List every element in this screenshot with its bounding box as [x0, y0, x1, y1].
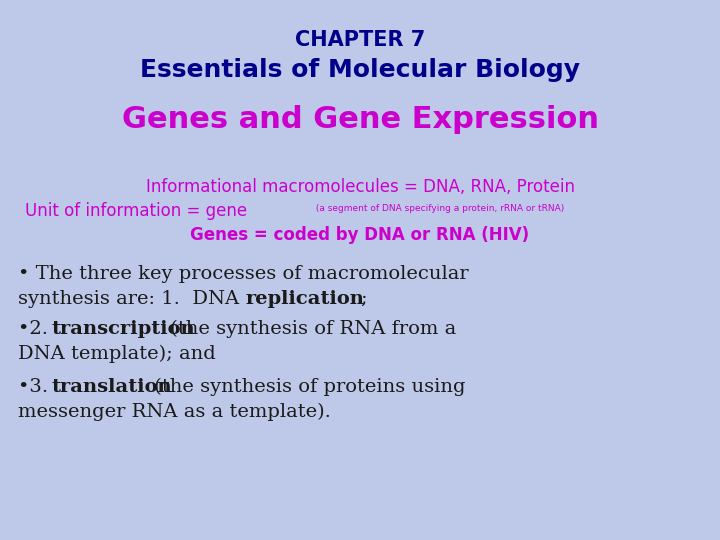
Text: CHAPTER 7: CHAPTER 7	[295, 30, 425, 50]
Text: • The three key processes of macromolecular: • The three key processes of macromolecu…	[18, 265, 469, 283]
Text: •2.: •2.	[18, 320, 54, 338]
Text: (the synthesis of proteins using: (the synthesis of proteins using	[148, 378, 466, 396]
Text: translation: translation	[51, 378, 171, 396]
Text: DNA template); and: DNA template); and	[18, 345, 216, 363]
Text: (the synthesis of RNA from a: (the synthesis of RNA from a	[164, 320, 456, 338]
Text: Genes and Gene Expression: Genes and Gene Expression	[122, 105, 598, 134]
Text: Essentials of Molecular Biology: Essentials of Molecular Biology	[140, 58, 580, 82]
Text: ;: ;	[360, 290, 366, 308]
Text: synthesis are: 1.  DNA: synthesis are: 1. DNA	[18, 290, 246, 308]
Text: •3.: •3.	[18, 378, 55, 396]
Text: Unit of information = gene: Unit of information = gene	[25, 202, 247, 220]
Text: messenger RNA as a template).: messenger RNA as a template).	[18, 403, 331, 421]
Text: replication: replication	[246, 290, 365, 308]
Text: Genes = coded by DNA or RNA (HIV): Genes = coded by DNA or RNA (HIV)	[190, 226, 530, 244]
Text: Informational macromolecules = DNA, RNA, Protein: Informational macromolecules = DNA, RNA,…	[145, 178, 575, 196]
Text: transcription: transcription	[51, 320, 194, 338]
Text: (a segment of DNA specifying a protein, rRNA or tRNA): (a segment of DNA specifying a protein, …	[313, 204, 564, 213]
